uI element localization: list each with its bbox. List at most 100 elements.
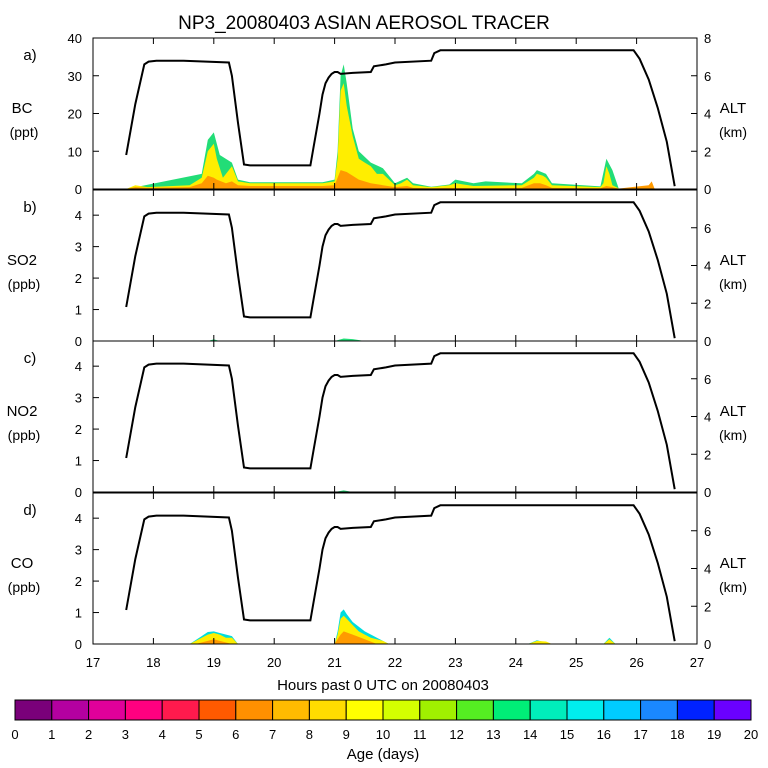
colorbar-tick-label: 7 [269, 727, 276, 742]
altitude-line [125, 201, 676, 339]
colorbar-swatch [272, 699, 310, 721]
colorbar-swatch [14, 699, 53, 721]
panel-label: d) [23, 502, 36, 519]
colorbar-swatch [713, 699, 752, 721]
colorbar-swatch [676, 699, 715, 721]
colorbar-swatch [382, 699, 421, 721]
left-tick-label: 40 [68, 31, 82, 46]
colorbar-tick-label: 19 [707, 727, 721, 742]
altitude-line [125, 504, 676, 642]
colorbar-tick-label: 5 [195, 727, 202, 742]
chart-title: NP3_20080403 ASIAN AEROSOL TRACER [178, 13, 550, 34]
x-tick-label: 19 [207, 655, 221, 670]
colorbar-swatch [161, 699, 200, 721]
colorbar-tick-label: 6 [232, 727, 239, 742]
right-tick-label: 6 [704, 524, 711, 539]
panel-label: c) [24, 350, 37, 367]
left-tick-label: 2 [75, 422, 82, 437]
tracer-area-yellow [189, 615, 616, 644]
colorbar-tick-label: 20 [744, 727, 758, 742]
right-tick-label: 4 [704, 410, 711, 425]
left-tick-label: 1 [75, 303, 82, 318]
colorbar-tick-label: 4 [159, 727, 166, 742]
tracer-area-green [126, 64, 619, 189]
left-tick-label: 30 [68, 69, 82, 84]
colorbar-tick-label: 14 [523, 727, 537, 742]
colorbar-swatch [603, 699, 642, 721]
colorbar-label: Age (days) [347, 746, 420, 763]
colorbar-tick-label: 3 [122, 727, 129, 742]
tracer-area-cyan [189, 609, 616, 644]
left-tick-label: 2 [75, 271, 82, 286]
colorbar-tick-label: 13 [486, 727, 500, 742]
colorbar-swatch [88, 699, 126, 721]
left-tick-label: 0 [75, 637, 82, 652]
right-tick-label: 8 [704, 31, 711, 46]
species-unit: (ppb) [8, 579, 41, 595]
colorbar-swatch [566, 699, 605, 721]
colorbar-tick-label: 8 [306, 727, 313, 742]
left-tick-label: 1 [75, 606, 82, 621]
right-tick-label: 0 [704, 637, 711, 652]
left-tick-label: 0 [75, 334, 82, 349]
x-tick-label: 26 [629, 655, 643, 670]
colorbar-tick-label: 0 [11, 727, 18, 742]
species-label: SO2 [7, 252, 37, 269]
right-tick-label: 2 [704, 447, 711, 462]
colorbar-tick-label: 12 [449, 727, 463, 742]
colorbar-swatch [345, 699, 384, 721]
colorbar-tick-label: 16 [597, 727, 611, 742]
left-tick-label: 3 [75, 543, 82, 558]
right-axis-unit: (km) [719, 276, 747, 292]
x-tick-label: 24 [509, 655, 523, 670]
right-axis-unit: (km) [719, 124, 747, 140]
colorbar-tick-label: 2 [85, 727, 92, 742]
right-axis-label: ALT [720, 555, 746, 572]
right-axis-label: ALT [720, 100, 746, 117]
right-tick-label: 6 [704, 221, 711, 236]
species-unit: (ppb) [8, 427, 41, 443]
panel-label: a) [23, 47, 36, 64]
left-tick-label: 0 [75, 182, 82, 197]
left-tick-label: 3 [75, 240, 82, 255]
x-axis-label: Hours past 0 UTC on 20080403 [277, 677, 489, 694]
colorbar-tick-label: 11 [413, 727, 427, 742]
left-tick-label: 4 [75, 511, 82, 526]
x-axis: 17 18 19 20 21 22 23 24 25 26 27 Hours past 0 UTC o… [86, 655, 704, 694]
panel-so2: 0 1 2 3 4 0 2 4 6 b) SO2 (ppb) ALT (km) [7, 189, 747, 349]
colorbar-tick-label: 9 [343, 727, 350, 742]
colorbar-swatch [308, 699, 347, 721]
right-tick-label: 0 [704, 334, 711, 349]
colorbar-tick-label: 15 [560, 727, 574, 742]
altitude-line [125, 49, 676, 187]
colorbar-tick-label: 18 [670, 727, 684, 742]
colorbar-swatch [640, 699, 678, 721]
right-tick-label: 4 [704, 562, 711, 577]
species-unit: (ppb) [8, 276, 41, 292]
right-tick-label: 6 [704, 372, 711, 387]
colorbar-tick-label: 10 [376, 727, 390, 742]
colorbar-swatch [124, 699, 163, 721]
right-axis-label: ALT [720, 252, 746, 269]
colorbar-swatch [456, 699, 494, 721]
panel-bc: 0 10 20 30 40 0 2 4 6 8 a) BC (ppt) ALT (km) [10, 31, 747, 197]
right-tick-label: 4 [704, 259, 711, 274]
colorbar-swatch [529, 699, 568, 721]
x-tick-label: 17 [86, 655, 100, 670]
colorbar-swatch [235, 699, 274, 721]
left-tick-label: 1 [75, 454, 82, 469]
x-tick-label: 23 [448, 655, 462, 670]
panel-no2: 0 1 2 3 4 0 2 4 6 c) NO2 (ppb) ALT (km) [7, 340, 747, 500]
right-tick-label: 4 [704, 107, 711, 122]
tracer-area-yellow [126, 83, 619, 189]
panel-label: b) [23, 199, 36, 216]
species-unit: (ppt) [10, 124, 39, 140]
right-tick-label: 0 [704, 485, 711, 500]
panel-co: 0 1 2 3 4 0 2 4 6 d) CO (ppb) ALT (km) [8, 492, 747, 652]
left-tick-label: 20 [68, 107, 82, 122]
left-tick-label: 4 [75, 208, 82, 223]
colorbar-swatch [51, 699, 90, 721]
right-axis-unit: (km) [719, 427, 747, 443]
right-tick-label: 2 [704, 144, 711, 159]
